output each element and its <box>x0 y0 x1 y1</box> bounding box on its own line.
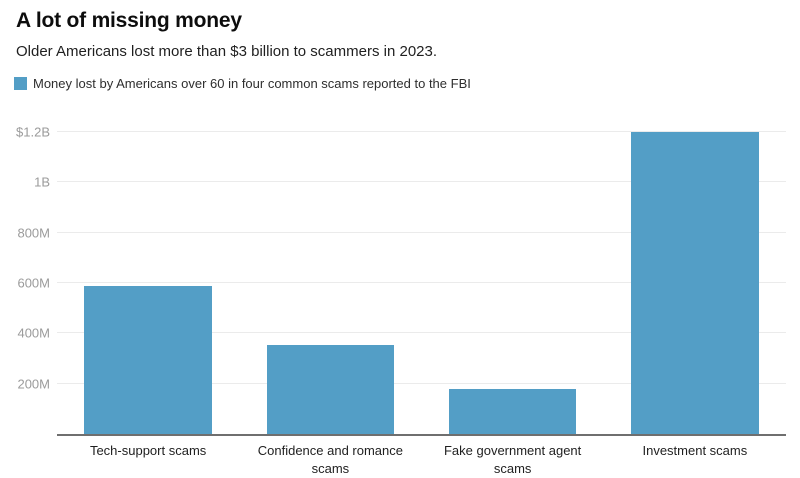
chart-subtitle: Older Americans lost more than $3 billio… <box>16 43 438 60</box>
y-tick-label: 1B <box>34 174 50 190</box>
gridline-1.2b <box>57 131 786 133</box>
bar-band-investment-scams <box>604 122 786 434</box>
y-tick-label: 200M <box>17 376 50 392</box>
x-tick-label-confidence-and-romance-scams: Confidence and romance scams <box>257 443 403 476</box>
gridline-200m <box>57 382 786 384</box>
x-tick-label-tech-support-scams: Tech-support scams <box>89 443 207 458</box>
plot-area <box>57 122 786 436</box>
y-axis: $1.2B 1B 800M 600M 400M 200M <box>0 122 50 434</box>
gridline-1b <box>57 181 786 183</box>
gridline-600m <box>57 282 786 284</box>
y-tick-label: 400M <box>17 325 50 341</box>
x-tick-label-fake-government-agent-scams: Fake government agent scams <box>443 443 582 476</box>
y-tick-label: 800M <box>17 225 50 241</box>
bar-tech-support-scams <box>84 285 212 434</box>
x-tick-label-investment-scams: Investment scams <box>642 443 748 458</box>
bar-confidence-and-romance-scams <box>266 344 395 434</box>
bar-investment-scams <box>631 132 759 434</box>
gridline-800m <box>57 231 786 233</box>
legend-swatch <box>14 77 27 90</box>
bar-band-fake-government-agent-scams <box>422 122 604 434</box>
chart-title: A lot of missing money <box>16 9 242 32</box>
bar-band-tech-support-scams <box>57 122 239 434</box>
legend: Money lost by Americans over 60 in four … <box>14 76 471 91</box>
bar-band-confidence-and-romance-scams <box>239 122 421 434</box>
x-axis: Tech-support scams Confidence and romance… <box>57 442 786 477</box>
bar-fake-government-agent-scams <box>448 388 577 434</box>
y-tick-label: $1.2B <box>16 124 50 140</box>
bar-group <box>57 122 786 434</box>
legend-label: Money lost by Americans over 60 in four … <box>33 76 471 91</box>
gridline-400m <box>57 332 786 334</box>
bar-chart: $1.2B 1B 800M 600M 400M 200M Tech-support sca… <box>0 122 800 478</box>
y-tick-label: 600M <box>17 275 50 291</box>
